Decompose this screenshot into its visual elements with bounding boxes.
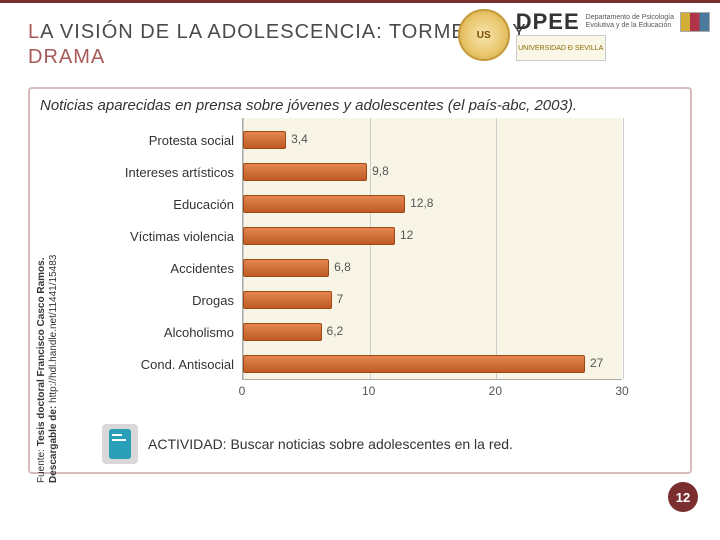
bar: 6,2 [243, 323, 322, 341]
y-label: Víctimas violencia [102, 220, 242, 252]
x-tick: 10 [362, 384, 375, 398]
dept-text: Departamento de Psicología Evolutiva y d… [586, 14, 674, 29]
x-axis-ticks: 0102030 [242, 380, 622, 400]
bar: 9,8 [243, 163, 367, 181]
dpee-block: DPEE Departamento de Psicología Evolutiv… [516, 9, 710, 61]
logo-cluster: US DPEE Departamento de Psicología Evolu… [458, 9, 710, 61]
plot-area: 3,4 9,8 12,8 12 6,8 7 6,2 27 [242, 118, 622, 380]
bar-value: 12 [400, 228, 413, 242]
y-label: Cond. Antisocial [102, 348, 242, 380]
phone-icon [102, 424, 138, 464]
y-label: Alcoholismo [102, 316, 242, 348]
bar-value: 9,8 [372, 164, 389, 178]
x-tick: 0 [239, 384, 246, 398]
bar-value: 27 [590, 356, 603, 370]
university-seal-icon: US [458, 9, 510, 61]
bar: 12 [243, 227, 395, 245]
source-citation: Fuente: Tesis doctoral Francisco Casco R… [36, 163, 60, 483]
univ-sevilla-logo: UNIVERSIDAD Ð SEVILLA [516, 35, 606, 61]
y-label: Drogas [102, 284, 242, 316]
bar: 6,8 [243, 259, 329, 277]
bar-value: 6,2 [327, 324, 344, 338]
y-axis-labels: Protesta socialIntereses artísticosEduca… [102, 124, 242, 380]
bar: 12,8 [243, 195, 405, 213]
slide: US DPEE Departamento de Psicología Evolu… [0, 0, 720, 540]
page-number-badge: 12 [668, 482, 698, 512]
bar: 3,4 [243, 131, 286, 149]
chart-caption: Noticias aparecidas en prensa sobre jóve… [40, 97, 680, 114]
x-tick: 30 [615, 384, 628, 398]
bar-value: 3,4 [291, 132, 308, 146]
bar-chart: Protesta socialIntereses artísticosEduca… [102, 118, 632, 418]
bar-value: 6,8 [334, 260, 351, 274]
bar-value: 7 [337, 292, 344, 306]
x-tick: 20 [489, 384, 502, 398]
content-frame: Noticias aparecidas en prensa sobre jóve… [28, 87, 692, 474]
bar: 27 [243, 355, 585, 373]
bar: 7 [243, 291, 332, 309]
bar-value: 12,8 [410, 196, 433, 210]
activity-row: ACTIVIDAD: Buscar noticias sobre adolesc… [102, 424, 680, 464]
dpee-logo: DPEE [516, 9, 580, 35]
activity-text: ACTIVIDAD: Buscar noticias sobre adolesc… [148, 436, 513, 452]
y-label: Educación [102, 188, 242, 220]
flag-icon [680, 12, 710, 32]
y-label: Intereses artísticos [102, 156, 242, 188]
y-label: Accidentes [102, 252, 242, 284]
y-label: Protesta social [102, 124, 242, 156]
